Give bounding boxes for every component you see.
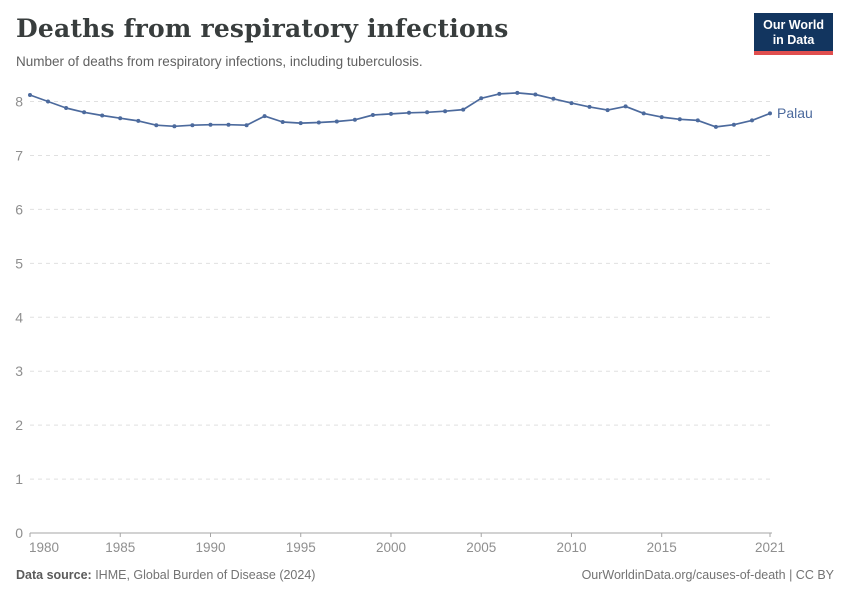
y-tick-label: 5 <box>15 255 23 271</box>
data-point[interactable] <box>262 114 267 119</box>
data-point[interactable] <box>316 120 321 125</box>
chart-subtitle: Number of deaths from respiratory infect… <box>16 54 423 69</box>
data-point[interactable] <box>280 120 285 124</box>
x-tick-label: 2010 <box>556 540 586 555</box>
data-point[interactable] <box>389 111 393 116</box>
data-point[interactable] <box>334 119 339 124</box>
data-point[interactable] <box>569 101 574 106</box>
data-point[interactable] <box>244 123 249 128</box>
x-tick-label: 1990 <box>195 540 225 555</box>
data-point[interactable] <box>82 110 87 115</box>
data-line[interactable] <box>29 92 771 128</box>
data-point[interactable] <box>226 122 231 127</box>
y-tick-label: 8 <box>15 94 23 110</box>
data-point[interactable] <box>190 123 195 128</box>
data-point[interactable] <box>154 123 159 128</box>
data-point[interactable] <box>298 121 303 126</box>
x-tick-label: 2000 <box>376 540 406 555</box>
y-tick-label: 0 <box>15 525 23 541</box>
x-tick-label: 2005 <box>466 540 496 555</box>
data-point[interactable] <box>497 91 502 96</box>
data-point[interactable] <box>587 104 592 109</box>
owid-logo[interactable]: Our World in Data <box>754 13 833 55</box>
data-point[interactable] <box>641 111 646 116</box>
data-point[interactable] <box>118 116 123 121</box>
x-tick-label: 1995 <box>286 540 316 555</box>
data-point[interactable] <box>605 108 610 113</box>
data-source-label: Data source: <box>16 568 92 582</box>
data-point[interactable] <box>551 96 556 101</box>
data-point[interactable] <box>443 109 448 114</box>
x-tick-label: 1985 <box>105 540 135 555</box>
citation-link[interactable]: OurWorldinData.org/causes-of-death | CC … <box>581 568 834 582</box>
y-tick-label: 2 <box>15 417 23 433</box>
x-tick-label: 1980 <box>29 540 59 555</box>
data-point[interactable] <box>208 122 213 127</box>
data-point[interactable] <box>533 92 538 97</box>
y-tick-label: 3 <box>15 363 23 379</box>
data-point[interactable] <box>46 99 50 104</box>
data-point[interactable] <box>768 111 772 116</box>
y-tick-label: 7 <box>15 147 23 163</box>
data-point[interactable] <box>136 118 141 123</box>
x-tick-label: 2015 <box>647 540 677 555</box>
owid-logo-line2: in Data <box>772 33 815 47</box>
x-tick-label: 2021 <box>755 540 785 555</box>
data-point[interactable] <box>750 118 754 123</box>
data-point[interactable] <box>370 113 375 117</box>
data-point[interactable] <box>479 96 484 101</box>
data-point[interactable] <box>100 113 105 118</box>
y-tick-label: 1 <box>15 471 23 487</box>
data-point[interactable] <box>515 90 520 95</box>
data-source-text: IHME, Global Burden of Disease (2024) <box>91 568 316 582</box>
data-source: Data source: IHME, Global Burden of Dise… <box>16 568 315 582</box>
data-point[interactable] <box>713 124 718 129</box>
data-point[interactable] <box>425 110 430 115</box>
data-point[interactable] <box>677 117 682 122</box>
data-point[interactable] <box>695 118 700 123</box>
data-point[interactable] <box>172 124 177 129</box>
owid-logo-line1: Our World <box>763 18 824 32</box>
data-point[interactable] <box>461 107 466 112</box>
line-chart[interactable]: 0 1 2 3 4 5 6 7 8 1980 1985 1990 1995 2000 2005 2010 201… <box>0 85 850 555</box>
chart-title: Deaths from respiratory infections <box>16 14 509 43</box>
series-label: Palau <box>777 105 813 121</box>
data-point[interactable] <box>64 106 69 110</box>
data-point[interactable] <box>28 93 32 97</box>
data-point[interactable] <box>407 110 411 115</box>
chart-footer: Data source: IHME, Global Burden of Dise… <box>16 568 834 582</box>
data-point[interactable] <box>352 117 357 122</box>
data-point[interactable] <box>659 115 664 120</box>
y-tick-label: 6 <box>15 201 23 217</box>
data-point[interactable] <box>731 122 736 127</box>
y-tick-label: 4 <box>15 309 23 325</box>
data-point[interactable] <box>623 104 628 109</box>
